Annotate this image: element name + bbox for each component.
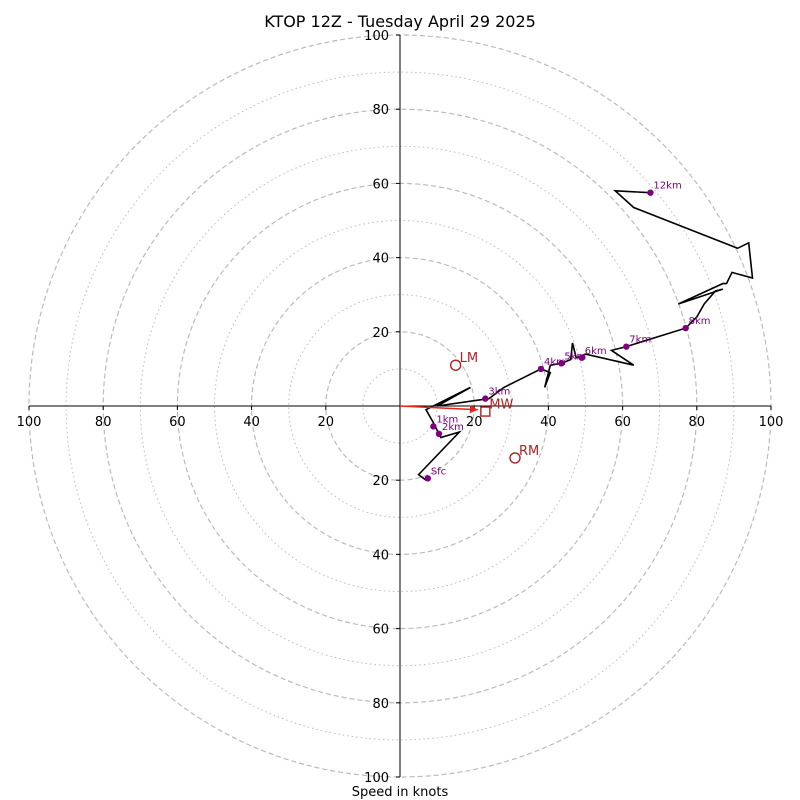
height-label-sfc: Sfc	[431, 466, 446, 477]
x-tick-label: 80	[95, 415, 112, 430]
height-point-4km	[537, 365, 545, 373]
height-label-4km: 4km	[544, 357, 566, 368]
height-point-6km	[578, 354, 585, 361]
marker-mw	[480, 406, 491, 417]
x-tick-label: 20	[318, 415, 335, 430]
y-tick-label: 80	[372, 103, 389, 118]
height-label-12km: 12km	[653, 181, 681, 192]
y-tick-label: 80	[372, 697, 389, 712]
storm-motion-arrowhead	[469, 405, 478, 414]
y-tick-label: 40	[372, 548, 389, 563]
height-point-1km	[430, 423, 437, 430]
marker-label-rm: RM	[519, 444, 539, 459]
storm-motion-line	[399, 405, 478, 411]
height-label-5km: 5km	[564, 351, 586, 362]
y-tick-label: 20	[372, 474, 389, 489]
y-tick-label: 100	[364, 29, 389, 44]
height-label-8km: 8km	[689, 316, 711, 327]
marker-label-lm: LM	[460, 351, 478, 366]
x-tick-label: 40	[540, 415, 557, 430]
y-tick-label: 60	[372, 623, 389, 638]
height-point-12km	[647, 189, 654, 196]
marker-label-mw: MW	[489, 398, 513, 413]
height-point-8km	[682, 324, 689, 332]
x-tick-label: 80	[689, 415, 706, 430]
x-tick-label: 60	[169, 415, 186, 430]
chart-title: KTOP 12Z - Tuesday April 29 2025	[264, 12, 536, 31]
x-tick-label: 20	[466, 415, 483, 430]
x-tick-label: 100	[17, 415, 42, 430]
x-tick-label: 100	[759, 415, 784, 430]
height-point-3km	[482, 395, 489, 402]
height-point-7km	[623, 343, 630, 350]
y-tick-label: 20	[372, 326, 389, 341]
hodograph-line	[417, 189, 754, 481]
height-point-2km	[435, 430, 443, 438]
y-tick-label: 100	[364, 771, 389, 786]
marker-rm	[509, 452, 521, 464]
x-axis-label: Speed in knots	[352, 785, 449, 800]
height-label-2km: 2km	[442, 422, 464, 433]
height-label-1km: 1km	[436, 414, 458, 425]
height-label-3km: 3km	[488, 387, 510, 398]
x-tick-label: 40	[243, 415, 260, 430]
marker-lm	[449, 359, 462, 371]
height-label-6km: 6km	[585, 346, 607, 357]
height-label-7km: 7km	[629, 335, 651, 346]
x-tick-label: 60	[614, 415, 631, 430]
y-tick-label: 40	[372, 252, 389, 267]
plot-area: 100 80 60 40 20 20 40 60 80 100 100 80 60 40 20 20 40 60 8…	[17, 29, 784, 786]
y-tick-label: 60	[372, 177, 389, 192]
height-point-sfc	[424, 475, 432, 482]
height-point-5km	[558, 360, 565, 367]
